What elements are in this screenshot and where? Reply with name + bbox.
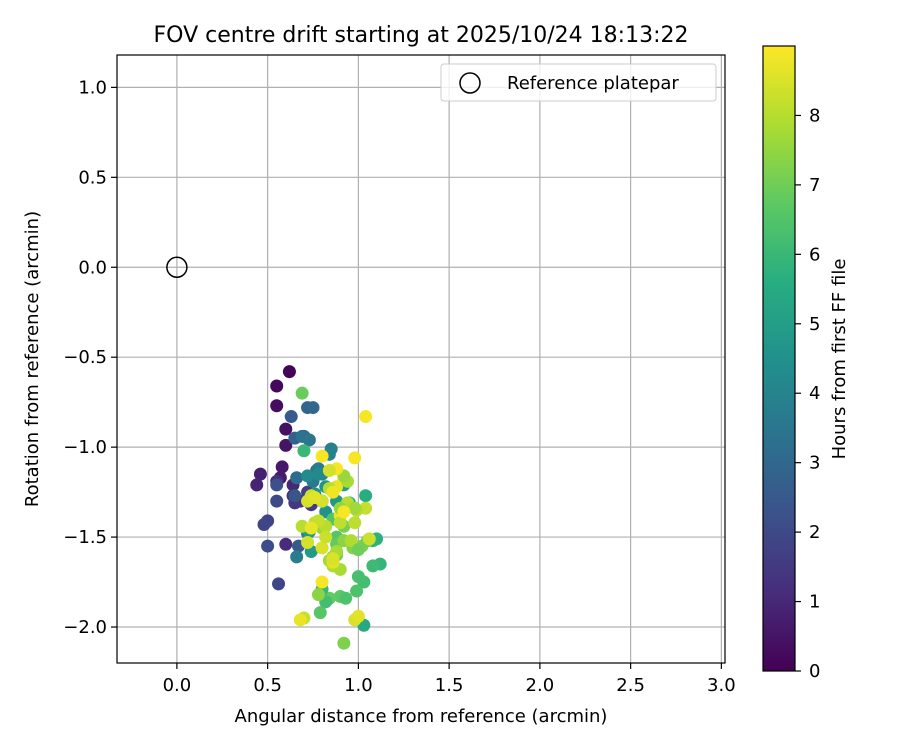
x-tick-label: 2.5 <box>616 675 645 696</box>
chart-title: FOV centre drift starting at 2025/10/24 … <box>154 23 689 48</box>
y-tick-label: 0.0 <box>78 257 107 278</box>
x-axis-ticks: 0.0 0.5 1.0 1.5 2.0 2.5 3.0 <box>163 663 736 696</box>
scatter-point <box>362 532 376 546</box>
y-tick-label: −1.5 <box>63 527 107 548</box>
scatter-point <box>333 516 347 530</box>
colorbar-tick-label: 5 <box>809 314 820 335</box>
scatter-point <box>279 537 293 551</box>
legend-box <box>440 63 717 102</box>
scatter-point <box>304 521 318 535</box>
y-axis-ticks: 1.0 0.5 0.0 −0.5 −1.0 −1.5 −2.0 <box>63 77 117 638</box>
colorbar-tick-label: 4 <box>809 383 820 404</box>
scatter-point <box>270 478 284 492</box>
scatter-point <box>359 489 373 503</box>
x-tick-label: 0.5 <box>253 675 282 696</box>
scatter-point <box>319 530 333 544</box>
x-axis-title: Angular distance from reference (arcmin) <box>235 706 608 727</box>
scatter-point <box>351 570 365 584</box>
colorbar-tick-label: 3 <box>809 453 820 474</box>
y-tick-label: 1.0 <box>78 77 107 98</box>
x-tick-label: 0.0 <box>163 675 192 696</box>
scatter-point <box>348 451 362 465</box>
reference-platepar-marker <box>166 256 188 279</box>
scatter-point <box>272 577 286 591</box>
scatter-point <box>301 469 315 483</box>
x-tick-label: 1.0 <box>344 675 373 696</box>
scatter-point <box>337 636 351 650</box>
scatter-point <box>257 517 271 531</box>
scatter-point <box>284 410 298 424</box>
legend: Reference platepar <box>440 63 717 102</box>
scatter-point <box>301 535 315 549</box>
scatter-point <box>311 588 325 602</box>
scatter-point <box>282 365 296 379</box>
scatter-point <box>290 471 304 485</box>
scatter-point <box>270 379 284 393</box>
scatter-point <box>315 575 329 589</box>
scatter-point <box>253 467 267 481</box>
legend-marker-icon <box>459 72 481 94</box>
plot-area-frame <box>116 54 726 664</box>
colorbar-tick-label: 2 <box>809 522 820 543</box>
scatter-point <box>297 444 311 458</box>
y-tick-label: 0.5 <box>78 167 107 188</box>
scatter-point <box>279 422 293 436</box>
y-tick-label: −0.5 <box>63 347 107 368</box>
colorbar-tick-label: 0 <box>809 661 820 682</box>
x-tick-label: 3.0 <box>707 675 736 696</box>
scatter-point <box>250 478 264 492</box>
scatter-point <box>302 433 316 447</box>
scatter-point <box>313 606 327 620</box>
scatter-point <box>322 464 336 478</box>
scatter-point <box>350 584 364 598</box>
y-gridlines <box>117 86 725 628</box>
scatter-point <box>326 552 340 566</box>
scatter-point <box>288 489 302 503</box>
scatter-point <box>315 449 329 463</box>
scatter-point <box>366 559 380 573</box>
scatter-point <box>351 609 365 623</box>
scatter-points <box>250 365 387 650</box>
scatter-point <box>306 401 320 415</box>
scatter-point <box>359 410 373 424</box>
scatter-point <box>308 491 322 505</box>
scatter-point <box>351 543 365 557</box>
scatter-point <box>290 550 304 564</box>
colorbar: 0 1 2 3 4 5 6 7 8 Hours from first FF file <box>762 45 850 682</box>
x-tick-label: 2.0 <box>526 675 555 696</box>
scatter-point <box>337 505 351 519</box>
scatter-point <box>344 534 358 548</box>
scatter-point <box>279 438 293 452</box>
colorbar-ticks: 0 1 2 3 4 5 6 7 8 <box>795 105 820 682</box>
scatter-point <box>326 485 340 499</box>
scatter-point <box>339 591 353 605</box>
scatter-point <box>275 460 289 474</box>
scatter-point <box>293 613 307 627</box>
scatter-point <box>295 386 309 400</box>
x-tick-label: 1.5 <box>435 675 464 696</box>
scatter-point <box>270 494 284 508</box>
scatter-point <box>348 516 362 530</box>
y-axis-title: Rotation from reference (arcmin) <box>22 211 43 507</box>
y-tick-label: −2.0 <box>63 617 107 638</box>
colorbar-title: Hours from first FF file <box>829 259 850 460</box>
scatter-point <box>311 467 325 481</box>
scatter-point <box>270 399 284 413</box>
colorbar-tick-label: 6 <box>809 244 820 265</box>
scatter-point <box>348 501 362 515</box>
y-tick-label: −1.0 <box>63 437 107 458</box>
legend-label: Reference platepar <box>507 73 679 94</box>
scatter-point <box>315 541 329 555</box>
scatter-point <box>261 539 275 553</box>
colorbar-gradient <box>762 45 796 672</box>
x-gridlines <box>176 55 722 663</box>
colorbar-tick-label: 8 <box>809 105 820 126</box>
colorbar-tick-label: 1 <box>809 592 820 613</box>
colorbar-tick-label: 7 <box>809 175 820 196</box>
